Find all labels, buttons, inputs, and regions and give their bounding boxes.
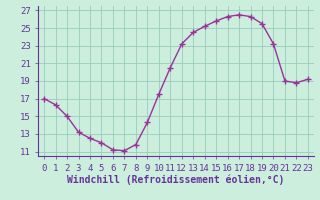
X-axis label: Windchill (Refroidissement éolien,°C): Windchill (Refroidissement éolien,°C) [67,174,285,185]
